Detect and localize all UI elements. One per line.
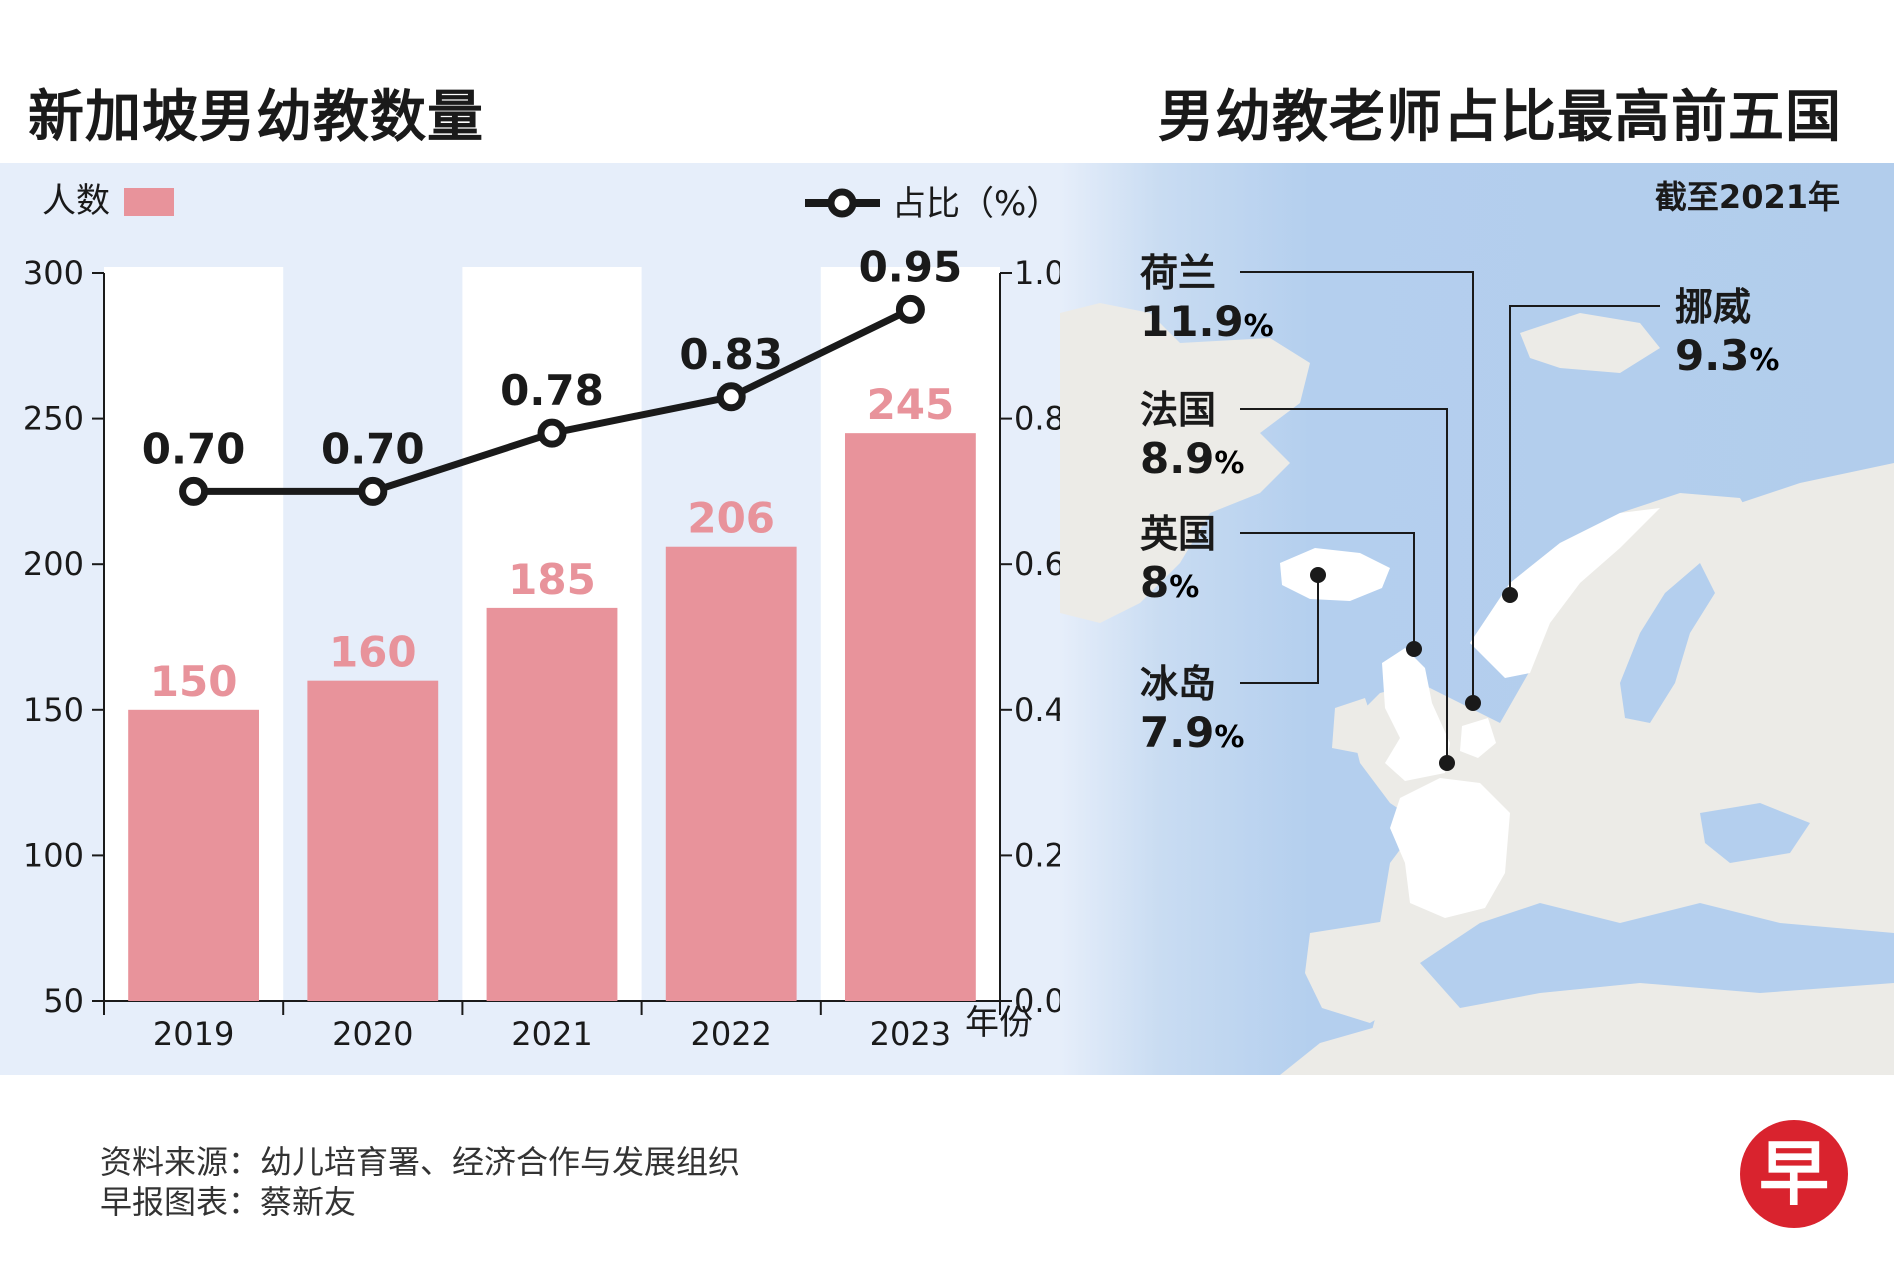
bar-value-label: 150: [150, 657, 238, 706]
zaobao-logo: 早: [1740, 1120, 1848, 1228]
line-value-label: 0.95: [859, 242, 963, 291]
line-point: [358, 476, 388, 506]
europe-map: 截至2021年 荷兰 11.9% 挪威 9.3% 法国 8.9% 英国 8% 冰…: [1060, 178, 1894, 1075]
y-right-tick-label: 0.8: [1014, 400, 1060, 438]
netherlands-value: 11.9%: [1140, 297, 1274, 346]
y-right-tick-label: 0.2: [1014, 836, 1060, 874]
bar-value-label: 245: [867, 380, 955, 429]
bar: [844, 433, 976, 1001]
norway-shape: [1470, 508, 1660, 678]
legend-bar-swatch: [124, 188, 174, 216]
netherlands-name: 荷兰: [1140, 251, 1216, 295]
line-point: [895, 294, 925, 324]
bar: [665, 546, 797, 1001]
credit-text: 早报图表：蔡新友: [100, 1183, 357, 1221]
y-right-tick-label: 1.0: [1014, 254, 1060, 292]
line-value-label: 0.70: [142, 424, 246, 473]
legend-line-label: 占比（%）: [892, 184, 1060, 224]
as-of-label: 截至2021年: [1655, 178, 1840, 216]
uk-value: 8%: [1140, 558, 1199, 607]
source-text: 资料来源：幼儿培育署、经济合作与发展组织: [100, 1143, 741, 1181]
africa-shape: [1280, 1003, 1894, 1075]
svalbard-shape: [1520, 313, 1660, 373]
norway-dot: [1502, 587, 1518, 603]
y-left-tick-label: 50: [43, 982, 84, 1020]
france-shape: [1390, 778, 1510, 918]
france-name: 法国: [1140, 388, 1216, 432]
france-value: 8.9%: [1140, 434, 1244, 483]
y-left-tick-label: 100: [23, 836, 84, 874]
iceland-leader: [1240, 575, 1319, 684]
legend-bar-label: 人数: [42, 181, 110, 221]
uk-shape: [1382, 648, 1450, 781]
norway-value: 9.3%: [1675, 331, 1779, 380]
line-value-label: 0.78: [500, 366, 604, 415]
bar: [307, 680, 439, 1001]
france-leader: [1240, 408, 1448, 763]
location-dots: [1310, 567, 1518, 771]
y-left-tick-label: 150: [23, 691, 84, 729]
y-right-tick-label: 0.0: [1014, 982, 1060, 1020]
bar: [486, 607, 618, 1001]
x-axis-title: 年份: [965, 1003, 1033, 1043]
norway-leader: [1509, 305, 1660, 595]
y-left-tick-label: 250: [23, 400, 84, 438]
y-left-tick-label: 200: [23, 545, 84, 583]
map-panel: 截至2021年 荷兰 11.9% 挪威 9.3% 法国 8.9% 英国 8% 冰…: [1060, 163, 1894, 1075]
line-point: [537, 418, 567, 448]
line-value-label: 0.83: [679, 330, 783, 379]
x-tick-label: 2020: [332, 1015, 413, 1053]
iceland-value: 7.9%: [1140, 708, 1244, 757]
scandinavia-shape: [1470, 493, 1760, 703]
bar-value-label: 160: [329, 628, 417, 677]
greenland-shape: [1060, 303, 1310, 623]
baltic-sea-shape: [1620, 563, 1715, 723]
netherlands-leader: [1240, 271, 1474, 703]
line-value-label: 0.70: [321, 424, 425, 473]
leader-lines: [1240, 271, 1660, 763]
chart-title: 新加坡男幼教数量: [28, 85, 484, 150]
x-tick-label: 2019: [153, 1015, 234, 1053]
ireland-shape: [1332, 698, 1375, 753]
map-title: 男幼教老师占比最高前五国: [1158, 85, 1842, 150]
iceland-name: 冰岛: [1140, 662, 1216, 706]
netherlands-shape: [1460, 718, 1496, 758]
black-sea-shape: [1700, 803, 1810, 863]
combo-chart: 50 100 150 200 250 300 0.0 0.2 0.4 0.6 0.8 1.0 2019 2…: [23, 181, 1065, 1053]
legend-line-marker: [827, 188, 857, 218]
iceland-shape: [1280, 548, 1390, 601]
uk-name: 英国: [1140, 512, 1216, 556]
footer: 资料来源：幼儿培育署、经济合作与发展组织 早报图表：蔡新友: [100, 1142, 740, 1222]
bar-value-label: 206: [687, 494, 775, 543]
iceland-dot: [1310, 567, 1326, 583]
iberia-shape: [1305, 918, 1440, 1023]
line-point: [179, 476, 209, 506]
bar-value-label: 185: [508, 555, 596, 604]
norway-name: 挪威: [1675, 285, 1751, 329]
netherlands-dot: [1465, 695, 1481, 711]
chart-panel: 50 100 150 200 250 300 0.0 0.2 0.4 0.6 0.8 1.0 2019 2…: [0, 163, 1065, 1075]
x-tick-label: 2023: [870, 1015, 951, 1053]
france-dot: [1439, 755, 1455, 771]
y-left-tick-label: 300: [23, 254, 84, 292]
mediterranean-shape: [1420, 903, 1894, 1008]
bar: [128, 709, 260, 1001]
y-right-tick-label: 0.6: [1014, 545, 1060, 583]
x-tick-label: 2021: [511, 1015, 592, 1053]
x-tick-label: 2022: [690, 1015, 771, 1053]
line-point: [716, 382, 746, 412]
uk-leader: [1240, 532, 1415, 649]
y-right-tick-label: 0.4: [1014, 691, 1060, 729]
uk-dot: [1406, 641, 1422, 657]
